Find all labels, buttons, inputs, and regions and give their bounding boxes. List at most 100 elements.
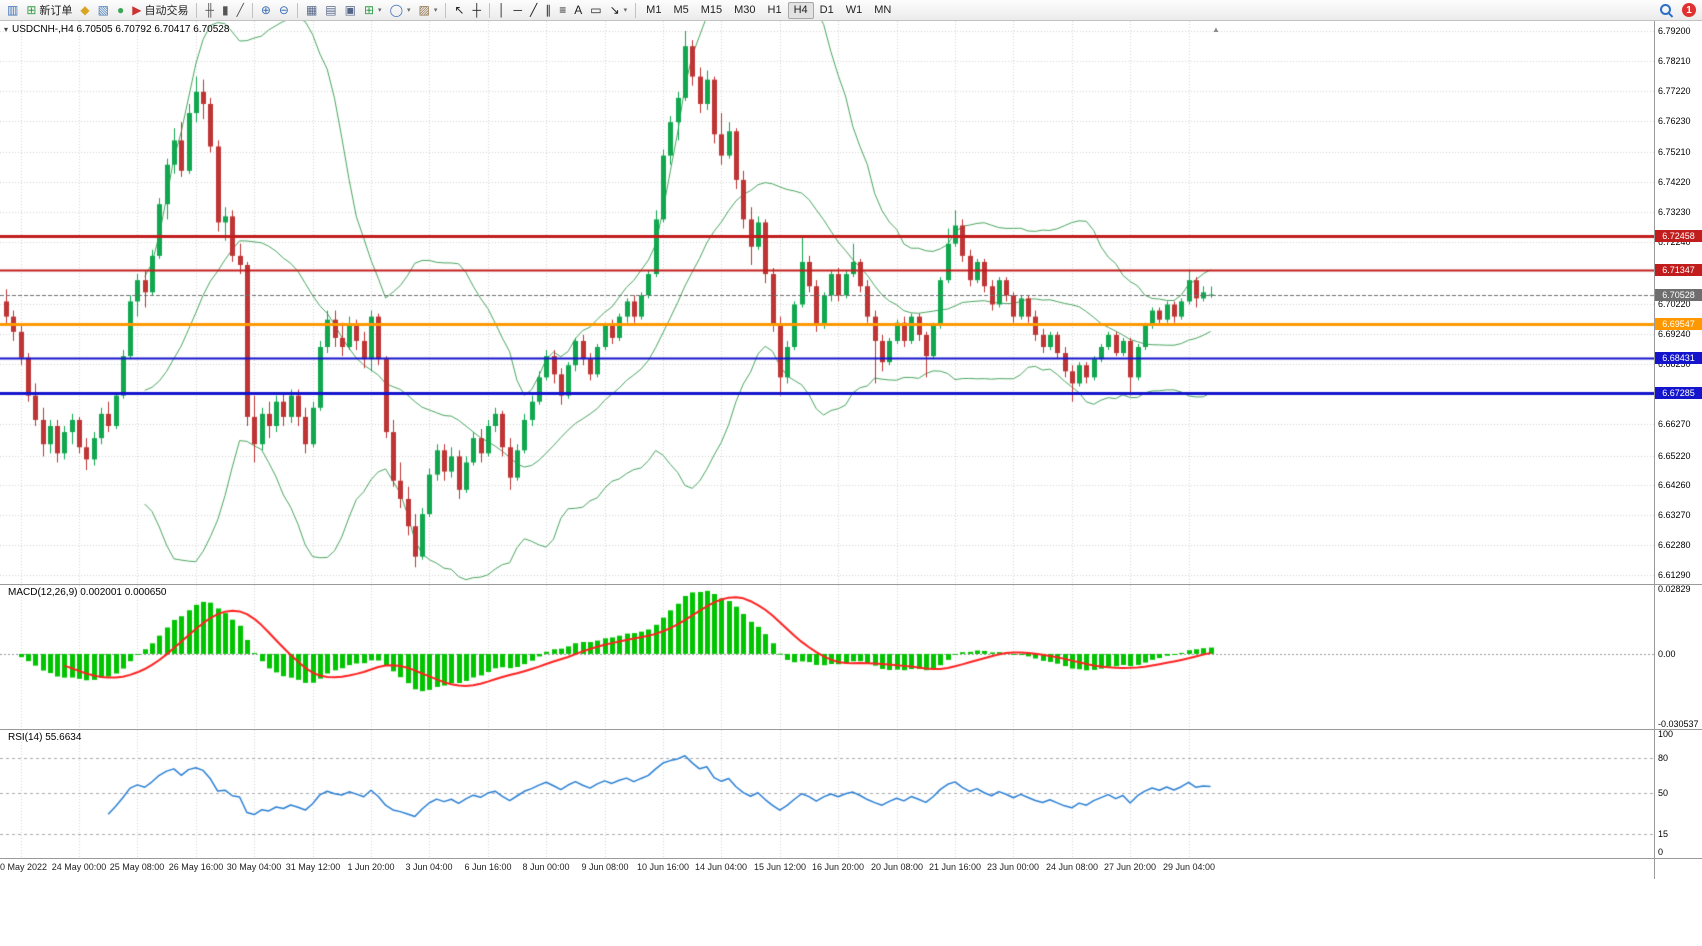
- toolbar-separator: [296, 2, 298, 18]
- mql-wizard-icon-icon: ◆: [80, 3, 90, 17]
- macd-panel-canvas[interactable]: [0, 585, 1654, 729]
- tf-m30-button-label: M30: [734, 4, 756, 16]
- time-label: 1 Jun 20:00: [347, 862, 395, 872]
- vertical-line-button[interactable]: │: [494, 2, 510, 19]
- new-chart-button[interactable]: ⊞ ▾: [360, 2, 386, 19]
- chart-quick-menu-icon[interactable]: ▾: [4, 25, 9, 34]
- line-chart-button[interactable]: ╱: [233, 2, 248, 19]
- price-tick: 6.69240: [1658, 329, 1691, 339]
- search-icon[interactable]: [1659, 3, 1674, 18]
- cursor-button[interactable]: ↖: [450, 2, 468, 19]
- time-label: 14 Jun 04:00: [694, 862, 748, 872]
- text-button[interactable]: A: [570, 2, 586, 19]
- crosshair-button-icon: ┼: [472, 3, 481, 17]
- price-level-chip[interactable]: 6.71347: [1655, 264, 1702, 276]
- time-label: 21 Jun 16:00: [928, 862, 982, 872]
- rsi-panel-canvas[interactable]: [0, 730, 1654, 858]
- time-label: 6 Jun 16:00: [464, 862, 512, 872]
- panel-separator-timeaxis: [0, 858, 1702, 859]
- price-tick: 6.64260: [1658, 480, 1691, 490]
- drawing-group: │ ─ ╱ ∥ ≡ A ▭ ↘ ▾: [494, 0, 631, 20]
- time-label: 15 Jun 12:00: [753, 862, 807, 872]
- arrange-windows-button[interactable]: ▣: [341, 2, 360, 19]
- account-group: ▥ ⊞ 新订单 ◆ ▧ ● ▶ 自动交易: [3, 0, 192, 20]
- macd-axis-tick: -0.030537: [1658, 719, 1699, 729]
- horizontal-line-button[interactable]: ─: [509, 2, 526, 19]
- channel-button[interactable]: ∥: [541, 2, 555, 19]
- price-level-chip[interactable]: 6.70528: [1655, 289, 1702, 301]
- cursor-group: ↖ ┼: [450, 0, 485, 20]
- tf-m1-button-label: M1: [646, 4, 662, 16]
- window-group: ▦ ▤ ▣ ⊞ ▾ ◯ ▾ ▨ ▾: [302, 0, 441, 20]
- bar-chart-button[interactable]: ╫: [201, 2, 218, 19]
- tf-w1-button[interactable]: W1: [840, 2, 869, 19]
- market-watch-icon-icon: ▧: [97, 3, 109, 17]
- new-chart-button-caret-icon: ▾: [378, 7, 382, 14]
- market-watch-icon[interactable]: ▧: [94, 2, 113, 19]
- macd-axis-tick: 0.00: [1658, 649, 1676, 659]
- chart-shift-marker[interactable]: ▲: [1212, 25, 1220, 34]
- zoom-out-button[interactable]: ⊖: [275, 2, 293, 19]
- rsi-axis-tick: 50: [1658, 788, 1669, 798]
- arrow-tools-button-caret-icon: ▾: [623, 7, 628, 14]
- tf-m15-button-label: M15: [700, 4, 723, 16]
- candlestick-chart-button[interactable]: ▮: [218, 2, 233, 19]
- crosshair-button[interactable]: ┼: [468, 2, 485, 19]
- tf-mn-button[interactable]: MN: [868, 2, 897, 19]
- notification-badge[interactable]: 1: [1682, 3, 1696, 17]
- tf-h1-button-label: H1: [767, 4, 782, 16]
- price-chart-canvas[interactable]: [0, 21, 1654, 584]
- time-label: 31 May 12:00: [285, 862, 341, 872]
- profiles-button[interactable]: ◯ ▾: [386, 2, 415, 19]
- price-tick: 6.73230: [1658, 207, 1691, 217]
- tf-h1-button[interactable]: H1: [762, 2, 788, 19]
- price-tick: 6.74220: [1658, 177, 1691, 187]
- auto-trading-button-label: 自动交易: [144, 5, 189, 17]
- mql-wizard-icon[interactable]: ◆: [76, 2, 93, 19]
- fibonacci-button[interactable]: ≡: [555, 2, 570, 19]
- arrow-tools-button[interactable]: ↘ ▾: [606, 2, 632, 19]
- price-level-chip[interactable]: 6.68431: [1655, 352, 1702, 364]
- rsi-axis-tick: 80: [1658, 753, 1669, 763]
- new-order-button-icon: ⊞: [26, 3, 37, 17]
- new-order-button[interactable]: ⊞ 新订单: [22, 2, 76, 19]
- cascade-windows-button[interactable]: ▤: [321, 2, 340, 19]
- time-label: 24 May 00:00: [51, 862, 107, 872]
- price-level-chip[interactable]: 6.72458: [1655, 230, 1702, 242]
- time-label: 10 Jun 16:00: [636, 862, 690, 872]
- zoom-in-button-icon: ⊕: [260, 3, 271, 17]
- auto-trading-button[interactable]: ▶ 自动交易: [128, 2, 192, 19]
- tf-d1-button[interactable]: D1: [814, 2, 840, 19]
- zoom-group: ⊕ ⊖: [257, 0, 293, 20]
- tf-h4-button[interactable]: H4: [787, 1, 814, 19]
- rsi-axis-tick: 100: [1658, 729, 1674, 739]
- tf-m5-button[interactable]: M5: [667, 2, 694, 19]
- tf-m1-button[interactable]: M1: [640, 2, 667, 19]
- terminal-icon-icon: ▥: [7, 3, 19, 17]
- panel-separator-macd[interactable]: [0, 584, 1702, 585]
- fibonacci-button-icon: ≡: [559, 3, 567, 17]
- trendline-button[interactable]: ╱: [526, 2, 541, 19]
- trendline-button-icon: ╱: [529, 3, 538, 17]
- label-button[interactable]: ▭: [586, 2, 605, 19]
- tile-windows-button[interactable]: ▦: [302, 2, 321, 19]
- macd-axis-tick: 0.02829: [1658, 584, 1691, 594]
- time-label: 8 Jun 00:00: [522, 862, 570, 872]
- toolbar-separator: [196, 2, 198, 18]
- price-level-chip[interactable]: 6.67285: [1655, 387, 1702, 399]
- tf-m15-button[interactable]: M15: [695, 2, 728, 19]
- axis-separator: [1654, 21, 1655, 879]
- time-label: 20 Jun 08:00: [870, 862, 924, 872]
- strategy-tester-icon[interactable]: ●: [113, 2, 128, 19]
- tf-m30-button[interactable]: M30: [728, 2, 761, 19]
- terminal-icon[interactable]: ▥: [3, 2, 22, 19]
- time-label: 20 May 2022: [0, 862, 48, 872]
- price-level-chip[interactable]: 6.69547: [1655, 318, 1702, 330]
- price-tick: 6.75210: [1658, 147, 1691, 157]
- panel-separator-rsi[interactable]: [0, 729, 1702, 730]
- arrow-tools-button-icon: ↘: [609, 3, 620, 17]
- price-tick: 6.66270: [1658, 419, 1691, 429]
- snapshot-button[interactable]: ▨ ▾: [415, 2, 442, 19]
- zoom-in-button[interactable]: ⊕: [257, 2, 275, 19]
- time-label: 30 May 04:00: [226, 862, 282, 872]
